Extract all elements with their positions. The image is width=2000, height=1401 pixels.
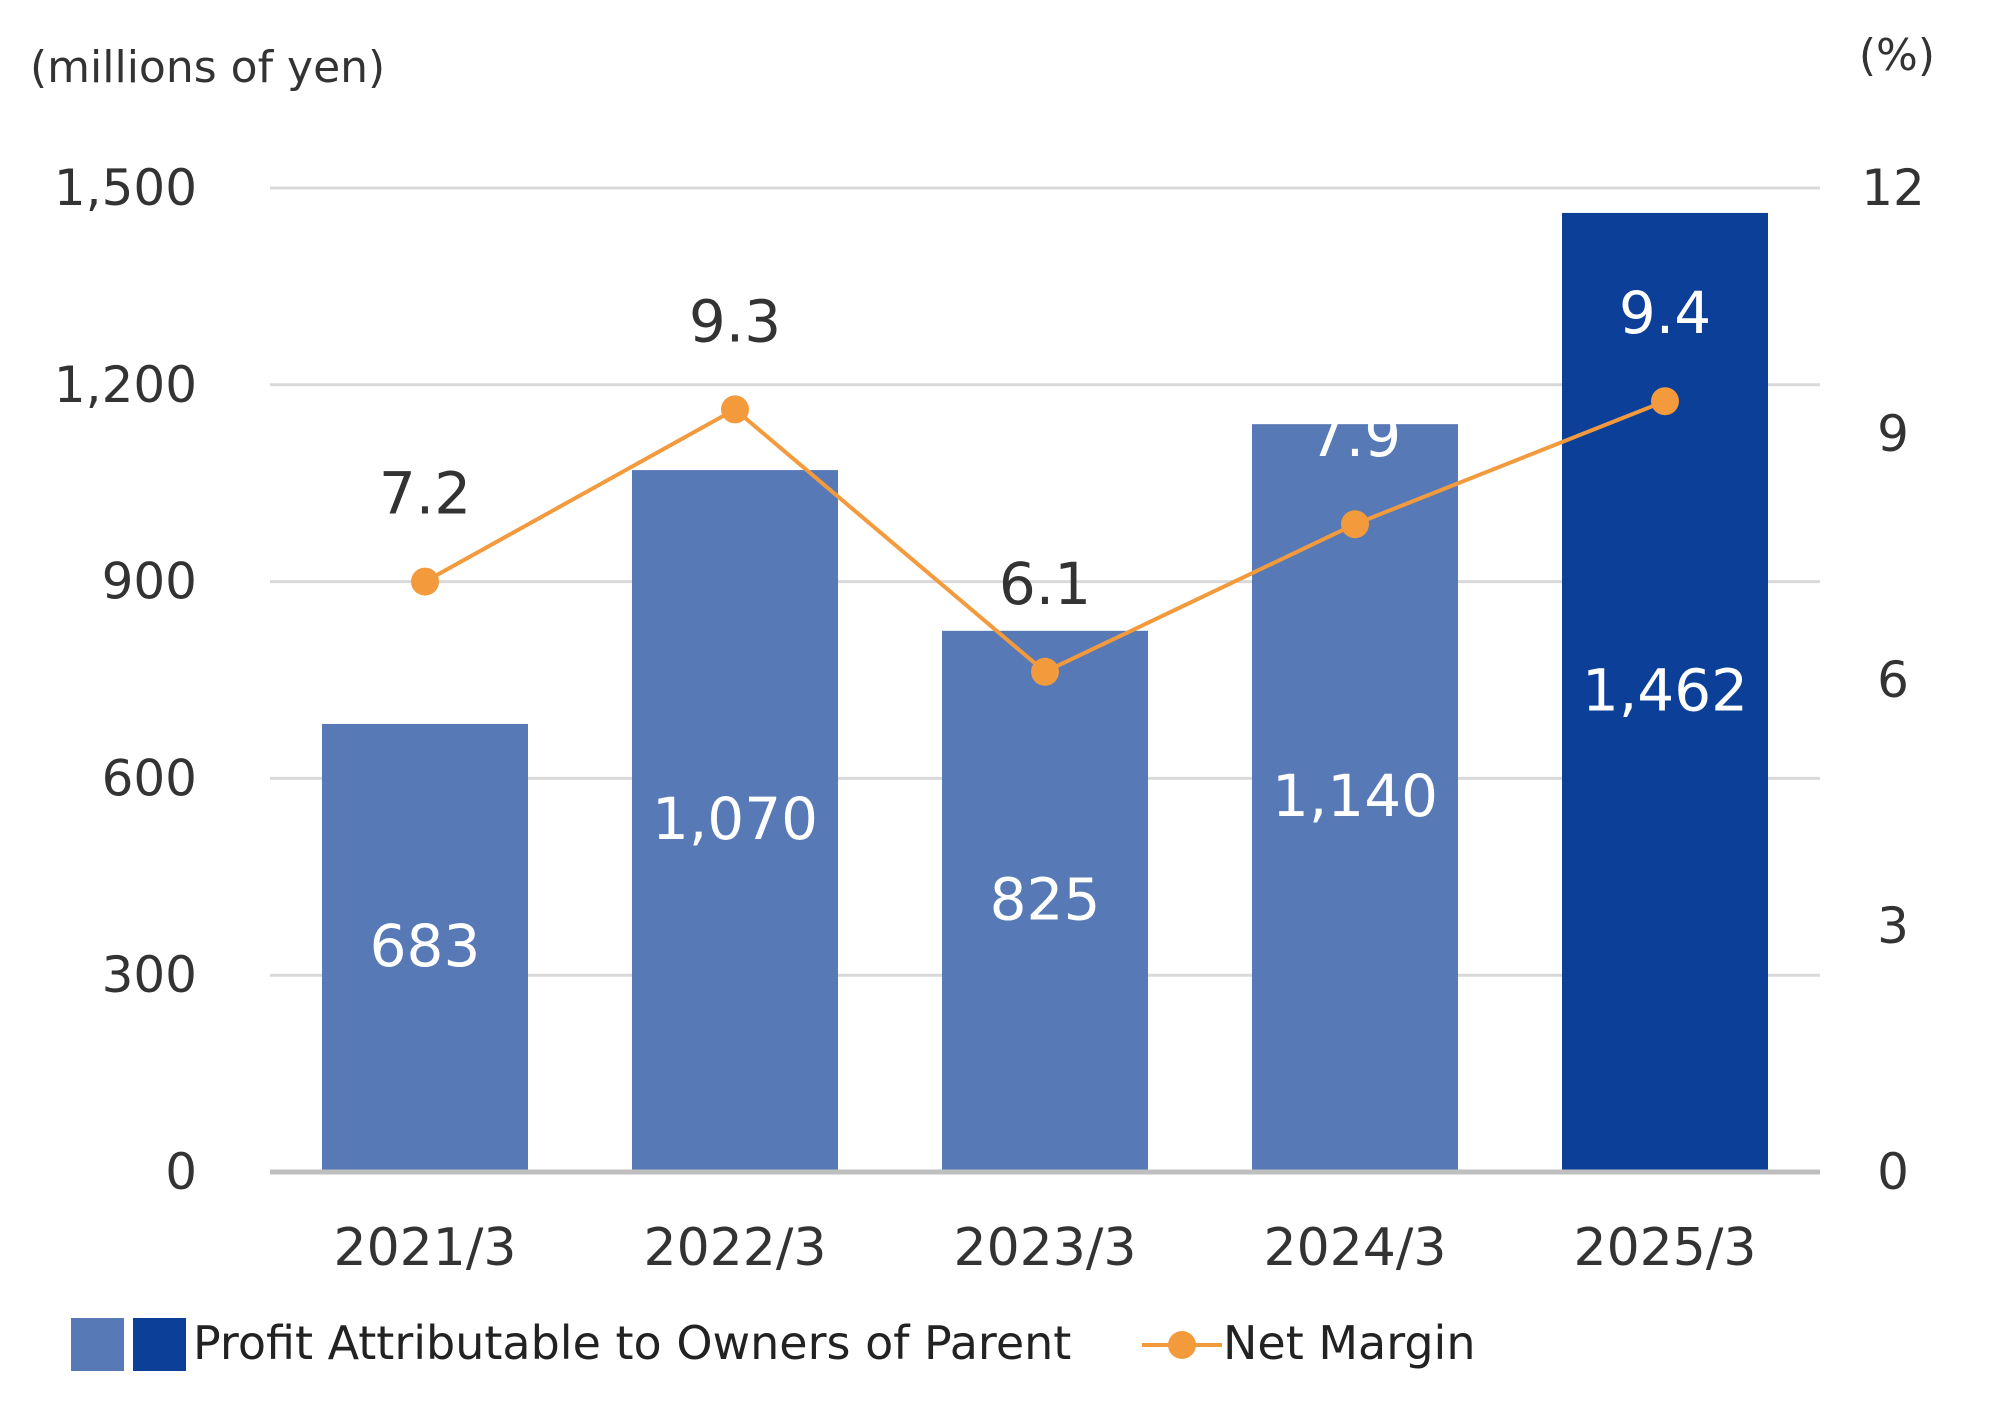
right-axis-tick-label: 9 (1877, 405, 1909, 463)
right-axis-tick-label: 6 (1877, 651, 1909, 709)
line-layer (411, 387, 1679, 686)
left-axis-tick-label: 900 (102, 553, 197, 611)
x-axis-tick-label: 2025/3 (1574, 1218, 1757, 1278)
left-axis-tick-label: 300 (102, 946, 197, 1004)
legend-line-marker (1168, 1331, 1196, 1359)
label-layer: 683 1,070 825 1,140 1,462 7.2 9.3 6.1 7.9 9.4 (370, 279, 1748, 980)
bar (322, 723, 528, 1172)
bar-layer (322, 212, 1768, 1173)
left-axis-tick-label: 0 (165, 1143, 197, 1201)
bar (632, 470, 838, 1173)
net-margin-point (411, 567, 439, 596)
right-axis-unit-label: (%) (1859, 30, 1935, 81)
left-axis-tick-label: 1,200 (54, 356, 197, 414)
left-axis-unit-label: (millions of yen) (30, 42, 385, 93)
net-margin-value-label: 7.2 (379, 460, 471, 528)
net-margin-value-label: 7.9 (1309, 402, 1401, 470)
legend-bar-label: Profit Attributable to Owners of Parent (193, 1316, 1071, 1370)
bar-value-label: 1,140 (1272, 762, 1438, 830)
left-axis-tick-label: 600 (102, 749, 197, 807)
net-margin-value-label: 9.4 (1619, 279, 1711, 347)
legend-bar-swatch-light (71, 1318, 124, 1371)
grid-layer (270, 186, 1820, 977)
bar-value-label: 1,070 (652, 785, 818, 853)
net-margin-value-label: 6.1 (999, 550, 1091, 618)
right-axis-tick-label: 3 (1877, 897, 1909, 955)
net-margin-point (1031, 657, 1059, 686)
bar (1562, 212, 1768, 1173)
x-axis-tick-label: 2023/3 (954, 1218, 1137, 1278)
bar-value-label: 825 (990, 865, 1101, 933)
x-axis-tick-label: 2021/3 (334, 1218, 517, 1278)
bar (1252, 424, 1458, 1172)
net-margin-point (1341, 510, 1369, 539)
net-margin-value-label: 9.3 (689, 287, 781, 355)
net-margin-point (721, 395, 749, 424)
axis-layer: 0 300 600 900 1,200 1,500 0 3 6 9 12 2021/3 2022/3 20… (54, 159, 1925, 1278)
legend: Profit Attributable to Owners of Parent … (71, 1316, 1475, 1371)
bar-value-label: 683 (370, 912, 481, 980)
x-axis-tick-label: 2022/3 (644, 1218, 827, 1278)
net-margin-point (1651, 387, 1679, 416)
right-axis-tick-label: 12 (1861, 159, 1925, 217)
right-axis-tick-label: 0 (1877, 1143, 1909, 1201)
x-axis-tick-label: 2024/3 (1264, 1218, 1447, 1278)
bar (942, 630, 1148, 1172)
legend-bar-swatch-dark (133, 1318, 186, 1371)
bar-value-label: 1,462 (1582, 656, 1748, 724)
left-axis-tick-label: 1,500 (54, 159, 197, 217)
legend-line-label: Net Margin (1223, 1316, 1475, 1370)
